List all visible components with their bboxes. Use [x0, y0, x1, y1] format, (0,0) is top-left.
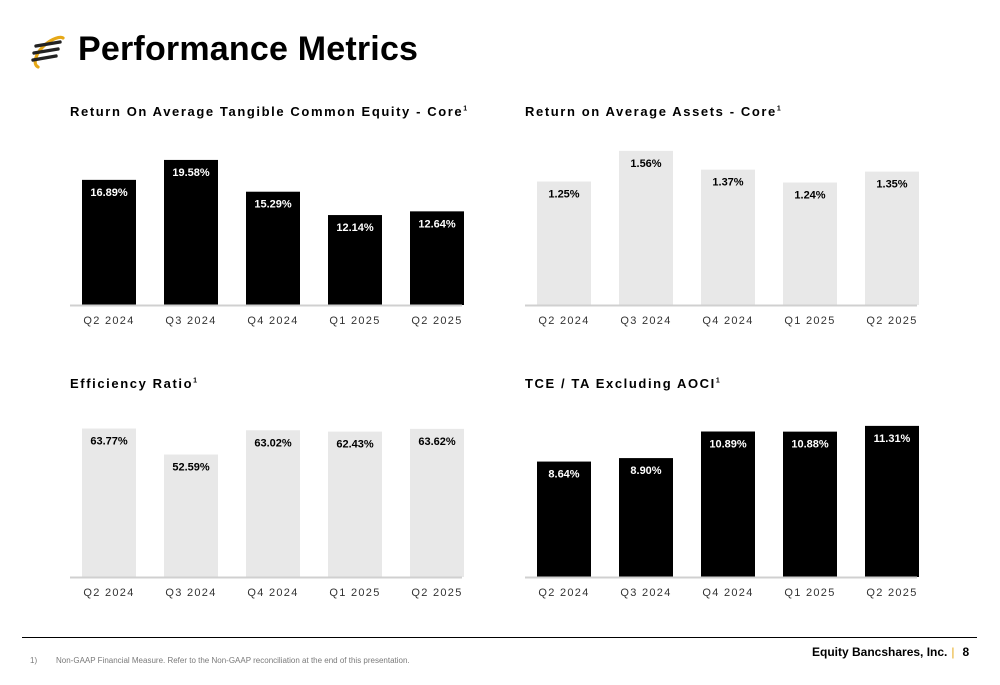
- bar: [701, 431, 755, 577]
- bar: [537, 461, 591, 577]
- bar: [328, 431, 382, 577]
- chart-title: Return On Average Tangible Common Equity…: [70, 104, 468, 119]
- x-tick-label: Q3 2024: [165, 315, 216, 327]
- bar: [164, 159, 218, 305]
- bar-value-label: 1.56%: [630, 158, 661, 170]
- bar: [410, 428, 464, 577]
- bar: [701, 169, 755, 305]
- bar: [328, 215, 382, 305]
- bar-value-label: 15.29%: [254, 199, 292, 211]
- equity-logo-icon: [31, 35, 65, 69]
- x-tick-label: Q2 2024: [538, 587, 589, 599]
- bar: [82, 179, 136, 305]
- x-tick-label: Q2 2024: [83, 587, 134, 599]
- bar-value-label: 63.77%: [90, 436, 128, 448]
- bar: [82, 428, 136, 577]
- footnote-text: Non-GAAP Financial Measure. Refer to the…: [56, 656, 410, 665]
- bar: [410, 211, 464, 305]
- footer-company: Equity Bancshares, Inc. | 8: [812, 645, 969, 659]
- footer-separator: |: [951, 645, 955, 659]
- bar-value-label: 10.88%: [791, 439, 829, 451]
- page-number: 8: [962, 645, 970, 659]
- bar-value-label: 8.64%: [548, 469, 579, 481]
- bar-value-label: 52.59%: [172, 462, 210, 474]
- bar: [865, 171, 919, 305]
- bar-value-label: 11.31%: [874, 433, 911, 445]
- chart-panel-roaa: Return on Average Assets - Core1 1.25% Q2…: [525, 104, 925, 344]
- bar-value-label: 12.64%: [418, 218, 456, 230]
- bar-value-label: 8.90%: [630, 465, 661, 477]
- bar-value-label: 1.25%: [548, 189, 579, 201]
- x-tick-label: Q1 2025: [329, 315, 380, 327]
- tce-ta-bar-chart: 8.64% Q2 2024 8.90% Q3 2024 10.89% Q4 2024 10.…: [525, 425, 919, 599]
- x-tick-label: Q2 2024: [83, 315, 134, 327]
- bar-value-label: 63.02%: [254, 437, 292, 449]
- page-title: Performance Metrics: [78, 30, 419, 68]
- rotce-bar-chart: 16.89% Q2 2024 19.58% Q3 2024 15.29% Q4 2024 1…: [70, 159, 464, 327]
- x-tick-label: Q1 2025: [329, 587, 380, 599]
- bar-value-label: 12.14%: [336, 222, 374, 234]
- chart-panel-rotce: Return On Average Tangible Common Equity…: [70, 104, 470, 344]
- x-tick-label: Q3 2024: [165, 587, 216, 599]
- bar-value-label: 62.43%: [336, 439, 374, 451]
- bar: [246, 191, 300, 305]
- bar-value-label: 1.24%: [794, 190, 825, 202]
- bar-value-label: 16.89%: [90, 187, 128, 199]
- bar: [619, 150, 673, 305]
- bar-value-label: 10.89%: [709, 439, 747, 451]
- bar: [619, 458, 673, 577]
- x-tick-label: Q3 2024: [620, 587, 671, 599]
- x-tick-label: Q4 2024: [702, 315, 753, 327]
- chart-panel-efficiency: Efficiency Ratio1 63.77% Q2 2024 52.59% Q3 …: [70, 376, 470, 616]
- bar-value-label: 19.58%: [172, 167, 210, 179]
- bar: [164, 454, 218, 577]
- bar: [537, 181, 591, 305]
- bar: [865, 425, 919, 577]
- x-tick-label: Q3 2024: [620, 315, 671, 327]
- bar: [783, 182, 837, 305]
- chart-title: Efficiency Ratio1: [70, 376, 198, 391]
- chart-title: Return on Average Assets - Core1: [525, 104, 781, 119]
- footnote-number: 1): [30, 656, 38, 665]
- x-tick-label: Q4 2024: [247, 587, 298, 599]
- x-tick-label: Q2 2025: [411, 587, 462, 599]
- roaa-bar-chart: 1.25% Q2 2024 1.56% Q3 2024 1.37% Q4 2024 1.24…: [525, 150, 919, 327]
- footer-divider: [22, 637, 977, 638]
- x-tick-label: Q1 2025: [784, 587, 835, 599]
- footnote: 1) Non-GAAP Financial Measure. Refer to t…: [30, 656, 410, 665]
- x-tick-label: Q4 2024: [702, 587, 753, 599]
- x-tick-label: Q2 2025: [411, 315, 462, 327]
- bar-value-label: 1.35%: [876, 179, 907, 191]
- x-tick-label: Q4 2024: [247, 315, 298, 327]
- x-tick-label: Q2 2025: [866, 587, 917, 599]
- x-tick-label: Q1 2025: [784, 315, 835, 327]
- bar: [783, 431, 837, 577]
- x-tick-label: Q2 2025: [866, 315, 917, 327]
- bar-value-label: 1.37%: [712, 177, 743, 189]
- bar: [246, 430, 300, 577]
- chart-title: TCE / TA Excluding AOCI1: [525, 376, 720, 391]
- bar-value-label: 63.62%: [418, 436, 456, 448]
- chart-panel-tce-ta: TCE / TA Excluding AOCI1 8.64% Q2 2024 8.9…: [525, 376, 925, 616]
- x-tick-label: Q2 2024: [538, 315, 589, 327]
- efficiency-bar-chart: 63.77% Q2 2024 52.59% Q3 2024 63.02% Q4 2024 6…: [70, 428, 464, 599]
- company-name: Equity Bancshares, Inc.: [812, 645, 948, 659]
